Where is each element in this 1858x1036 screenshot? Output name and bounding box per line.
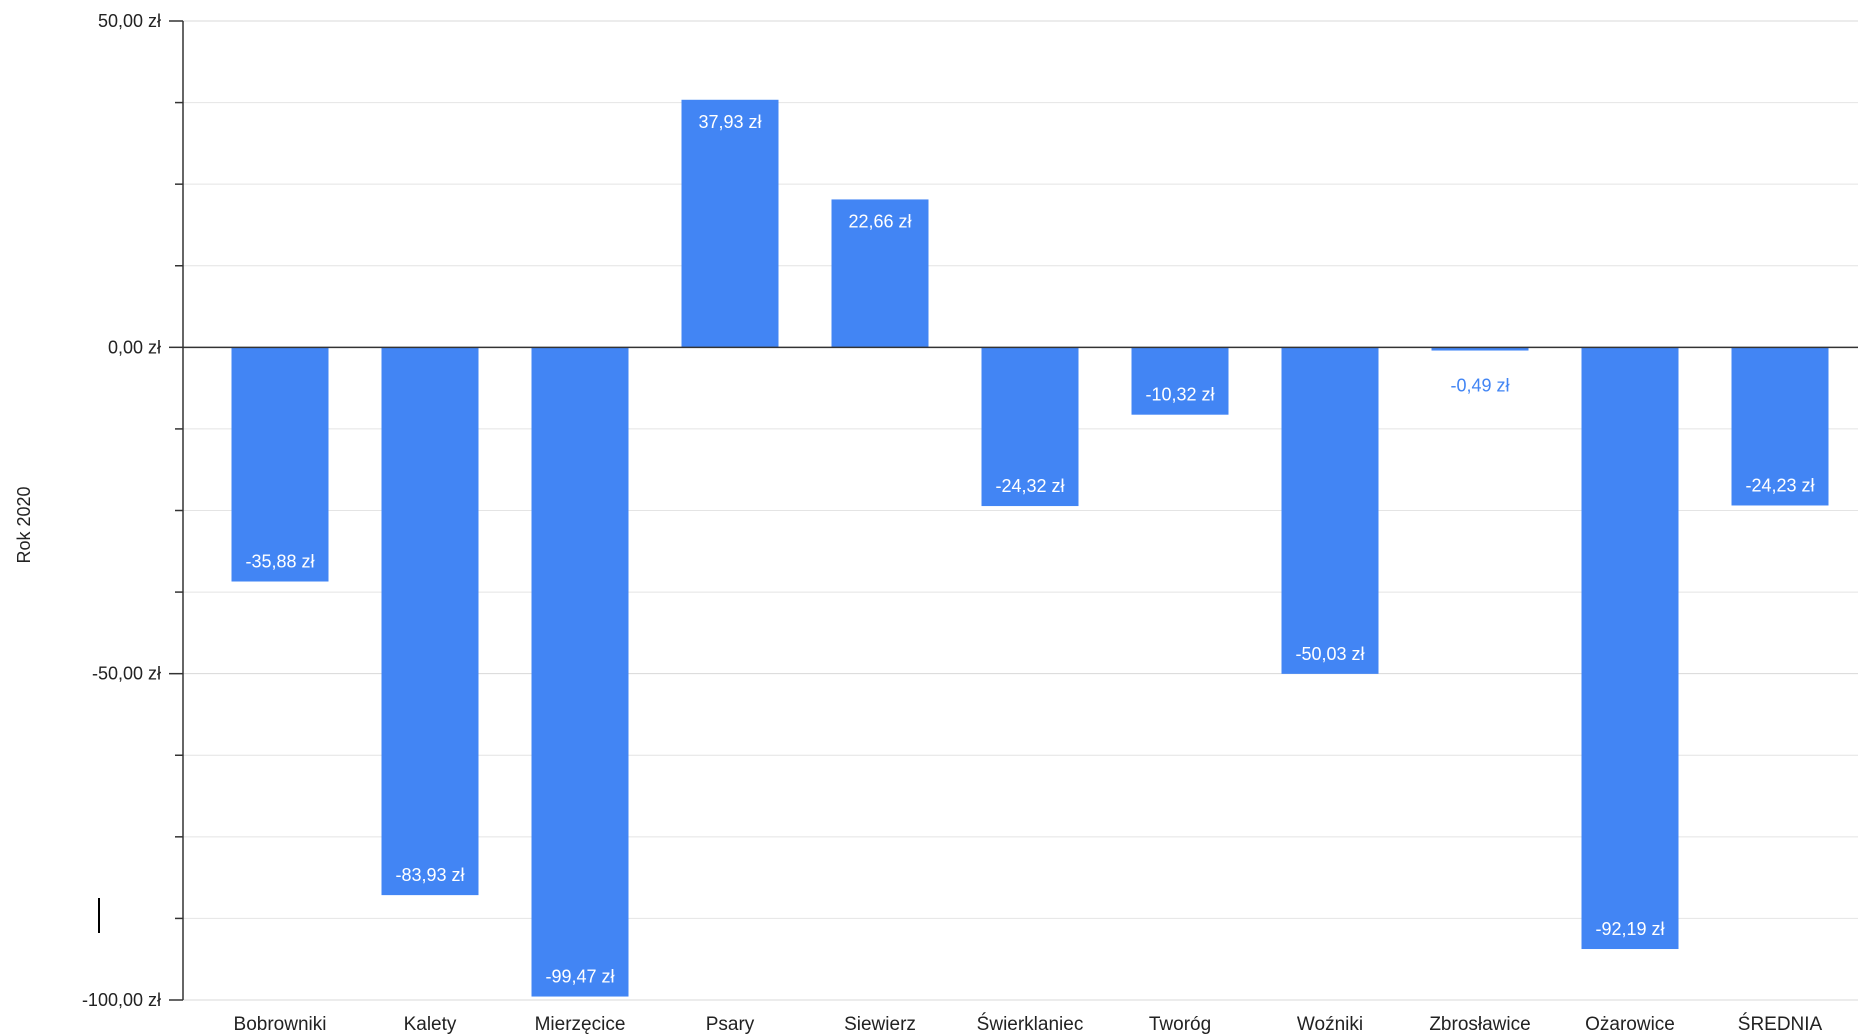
- y-tick-label: -100,00 zł: [82, 990, 161, 1010]
- bar-value-label: 22,66 zł: [848, 211, 911, 231]
- bar-value-label: -35,88 zł: [245, 552, 314, 572]
- bar: [831, 199, 929, 348]
- y-axis: 50,00 zł 0,00 zł -50,00 zł -100,00 zł: [82, 11, 184, 1010]
- bar-value-label: 37,93 zł: [698, 112, 761, 132]
- bar: [1731, 347, 1829, 506]
- bar-value-label: -0,49 zł: [1450, 375, 1509, 395]
- bar: [1281, 347, 1379, 674]
- bar: [1131, 347, 1229, 415]
- bar-value-label: -99,47 zł: [545, 967, 614, 987]
- x-category-label: Woźniki: [1297, 1014, 1363, 1035]
- x-category-label: Ożarowice: [1585, 1014, 1675, 1035]
- bar-value-label: -50,03 zł: [1295, 644, 1364, 664]
- bar: [681, 99, 779, 348]
- x-category-label: Psary: [706, 1014, 755, 1035]
- x-category-label: Kalety: [404, 1014, 457, 1035]
- bar-value-label: -24,23 zł: [1745, 475, 1814, 495]
- y-axis-title: Rok 2020: [14, 486, 34, 563]
- y-tick-label: 0,00 zł: [108, 337, 161, 357]
- bar: [231, 347, 329, 582]
- x-category-label: Zbrosławice: [1429, 1014, 1530, 1035]
- bar: [531, 347, 629, 997]
- y-tick-label: 50,00 zł: [98, 11, 161, 31]
- bar-value-label: -24,32 zł: [995, 476, 1064, 496]
- data-labels: -35,88 zł -83,93 zł -99,47 zł 37,93 zł 22,66…: [245, 112, 1814, 987]
- bar: [1431, 347, 1529, 351]
- x-category-label: Świerklaniec: [977, 1013, 1084, 1035]
- bar: [381, 347, 479, 896]
- x-category-label: Mierzęcice: [535, 1014, 626, 1035]
- x-category-label: Bobrowniki: [234, 1014, 327, 1035]
- y-tick-label: -50,00 zł: [92, 664, 161, 684]
- bar-value-label: -83,93 zł: [395, 865, 464, 885]
- bar: [981, 347, 1079, 507]
- bars: [231, 99, 1829, 997]
- bar-value-label: -10,32 zł: [1145, 385, 1214, 405]
- x-axis-labels: Bobrowniki Kalety Mierzęcice Psary Siewierz Ś…: [234, 1013, 1823, 1035]
- x-category-label: Tworóg: [1149, 1014, 1211, 1035]
- bar: [1581, 347, 1679, 950]
- x-category-label: ŚREDNIA: [1738, 1013, 1823, 1035]
- x-category-label: Siewierz: [844, 1014, 916, 1035]
- bar-value-label: -92,19 zł: [1595, 919, 1664, 939]
